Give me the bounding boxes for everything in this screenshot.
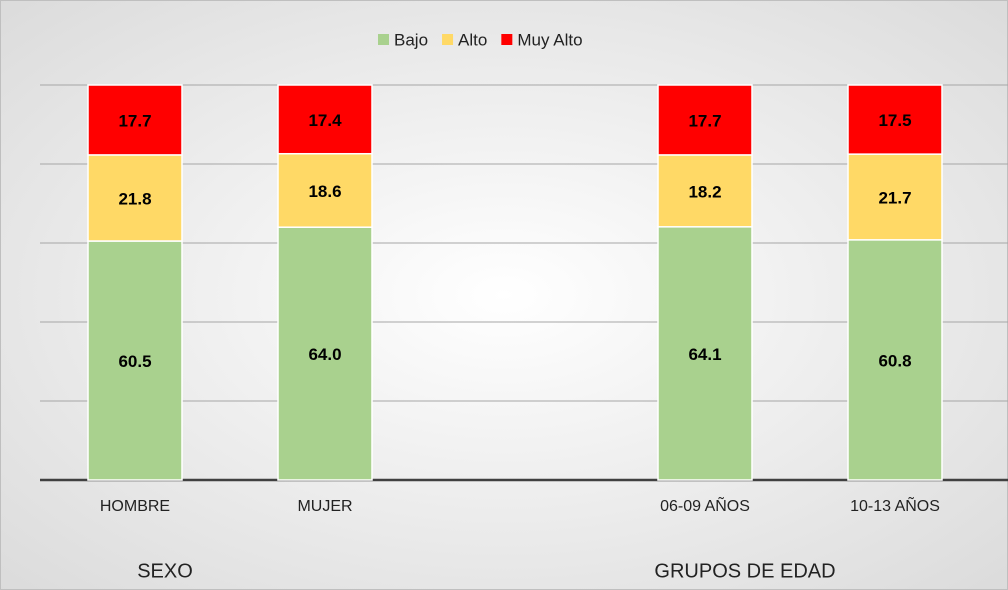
data-label: 17.7 xyxy=(118,111,151,130)
bar-segment xyxy=(277,226,373,481)
legend-swatch xyxy=(501,34,513,45)
bar-segment xyxy=(657,154,753,228)
data-label: 64.0 xyxy=(308,345,341,364)
x-tick-label: MUJER xyxy=(297,498,352,515)
data-label: 60.8 xyxy=(878,351,911,370)
bar-segment xyxy=(277,84,373,155)
bar-segment xyxy=(657,84,753,156)
data-label: 21.7 xyxy=(878,188,911,207)
legend-swatch xyxy=(442,34,454,45)
bar-segment xyxy=(657,226,753,481)
bar-segment xyxy=(847,84,943,155)
legend-label: Bajo xyxy=(394,30,428,49)
bar-segment xyxy=(87,240,183,481)
bar-segment xyxy=(847,239,943,481)
group-label: SEXO xyxy=(137,560,193,582)
x-tick-label: 10-13 AÑOS xyxy=(850,495,940,515)
data-label: 18.6 xyxy=(308,182,341,201)
bar-segment xyxy=(87,84,183,156)
x-tick-label: 06-09 AÑOS xyxy=(660,495,750,515)
data-label: 17.4 xyxy=(308,111,342,130)
legend-label: Alto xyxy=(458,30,487,49)
bar-segment xyxy=(277,152,373,228)
data-label: 18.2 xyxy=(688,182,721,201)
x-tick-label: HOMBRE xyxy=(100,498,170,515)
data-label: 64.1 xyxy=(688,345,721,364)
bar-segment xyxy=(87,154,183,242)
data-label: 17.5 xyxy=(878,111,911,130)
group-label: GRUPOS DE EDAD xyxy=(654,560,835,582)
data-label: 17.7 xyxy=(688,111,721,130)
data-label: 21.8 xyxy=(118,189,151,208)
bar-segment xyxy=(847,153,943,241)
legend-label: Muy Alto xyxy=(517,30,582,49)
data-label: 60.5 xyxy=(118,352,151,371)
legend-swatch xyxy=(378,34,389,45)
